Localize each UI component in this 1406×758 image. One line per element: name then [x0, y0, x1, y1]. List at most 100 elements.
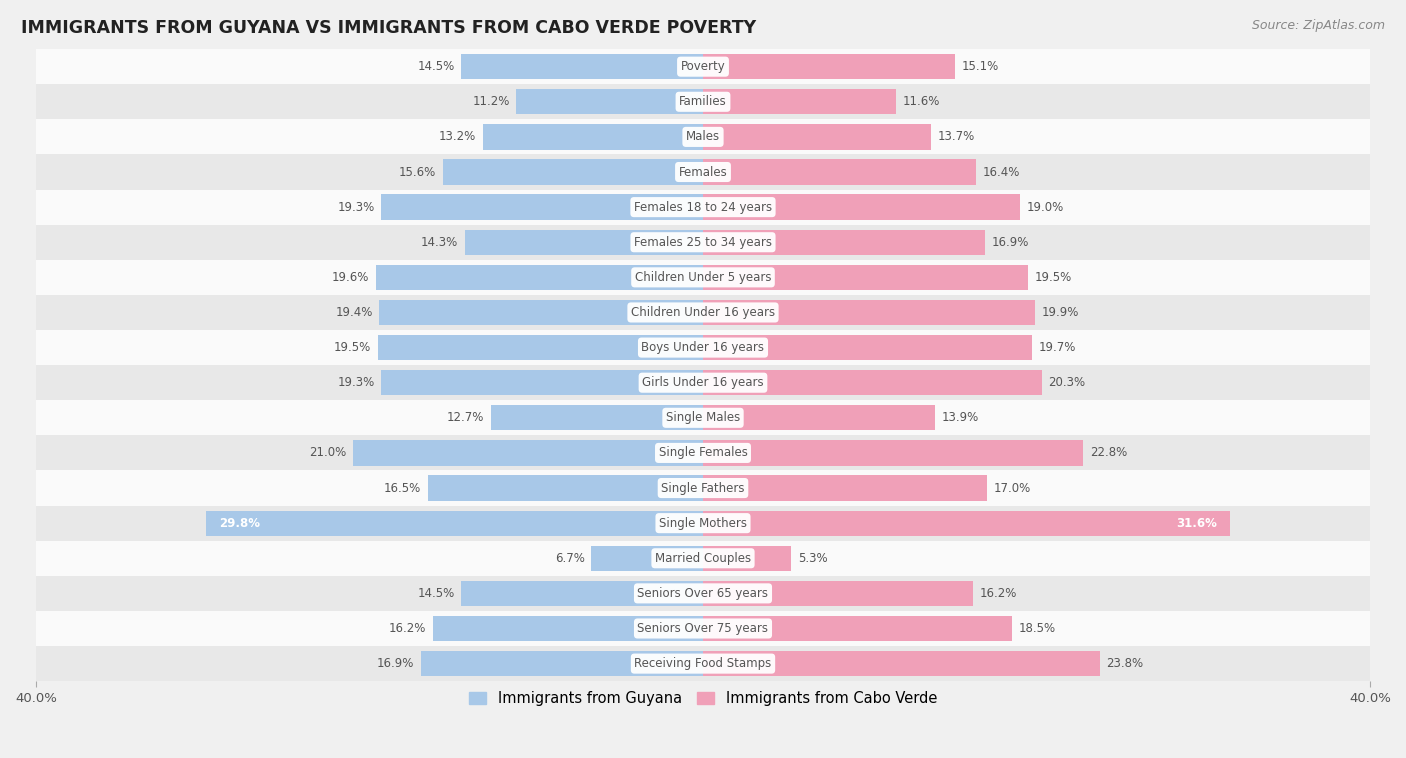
Text: 16.5%: 16.5% — [384, 481, 422, 494]
Text: 14.5%: 14.5% — [418, 587, 454, 600]
Text: 16.4%: 16.4% — [983, 165, 1021, 179]
Bar — [37, 119, 1369, 155]
Bar — [443, 159, 703, 185]
Bar — [461, 581, 703, 606]
Text: 19.9%: 19.9% — [1042, 306, 1078, 319]
Text: 13.2%: 13.2% — [439, 130, 477, 143]
Bar — [377, 265, 703, 290]
Text: 16.9%: 16.9% — [991, 236, 1029, 249]
Bar — [37, 155, 1369, 190]
Text: 18.5%: 18.5% — [1018, 622, 1056, 635]
Text: 14.5%: 14.5% — [418, 60, 454, 74]
Bar — [37, 646, 1369, 681]
Text: 19.5%: 19.5% — [333, 341, 371, 354]
Bar — [381, 195, 703, 220]
Bar — [703, 195, 1019, 220]
Text: 19.0%: 19.0% — [1026, 201, 1064, 214]
Bar — [37, 190, 1369, 224]
Text: Females 18 to 24 years: Females 18 to 24 years — [634, 201, 772, 214]
Bar — [703, 651, 1099, 676]
Text: Children Under 16 years: Children Under 16 years — [631, 306, 775, 319]
Text: Males: Males — [686, 130, 720, 143]
Text: 12.7%: 12.7% — [447, 412, 485, 424]
Text: 16.9%: 16.9% — [377, 657, 415, 670]
Bar — [464, 230, 703, 255]
Text: Girls Under 16 years: Girls Under 16 years — [643, 376, 763, 389]
Text: 5.3%: 5.3% — [799, 552, 828, 565]
Bar — [37, 49, 1369, 84]
Bar — [516, 89, 703, 114]
Bar — [37, 540, 1369, 576]
Text: 19.3%: 19.3% — [337, 201, 374, 214]
Bar — [427, 475, 703, 501]
Text: IMMIGRANTS FROM GUYANA VS IMMIGRANTS FROM CABO VERDE POVERTY: IMMIGRANTS FROM GUYANA VS IMMIGRANTS FRO… — [21, 19, 756, 37]
Text: Source: ZipAtlas.com: Source: ZipAtlas.com — [1251, 19, 1385, 32]
Text: 20.3%: 20.3% — [1049, 376, 1085, 389]
Bar — [37, 295, 1369, 330]
Bar — [703, 475, 987, 501]
Text: 13.7%: 13.7% — [938, 130, 976, 143]
Bar — [703, 510, 1230, 536]
Bar — [491, 406, 703, 431]
Bar — [37, 400, 1369, 435]
Bar — [37, 471, 1369, 506]
Bar — [37, 224, 1369, 260]
Text: Receiving Food Stamps: Receiving Food Stamps — [634, 657, 772, 670]
Bar — [703, 370, 1042, 396]
Bar — [207, 510, 703, 536]
Bar — [703, 159, 977, 185]
Text: Females: Females — [679, 165, 727, 179]
Bar — [422, 651, 703, 676]
Bar — [37, 435, 1369, 471]
Bar — [378, 335, 703, 360]
Bar — [37, 260, 1369, 295]
Text: 29.8%: 29.8% — [219, 517, 260, 530]
Bar — [482, 124, 703, 149]
Bar — [703, 230, 984, 255]
Bar — [703, 265, 1028, 290]
Text: 14.3%: 14.3% — [420, 236, 458, 249]
Text: Single Fathers: Single Fathers — [661, 481, 745, 494]
Bar — [703, 546, 792, 571]
Bar — [703, 335, 1032, 360]
Text: 19.4%: 19.4% — [336, 306, 373, 319]
Bar — [37, 330, 1369, 365]
Text: Boys Under 16 years: Boys Under 16 years — [641, 341, 765, 354]
Text: 19.6%: 19.6% — [332, 271, 370, 283]
Text: 19.3%: 19.3% — [337, 376, 374, 389]
Bar — [703, 89, 897, 114]
Bar — [37, 576, 1369, 611]
Text: Poverty: Poverty — [681, 60, 725, 74]
Text: 15.6%: 15.6% — [399, 165, 436, 179]
Text: 13.9%: 13.9% — [942, 412, 979, 424]
Text: Single Males: Single Males — [666, 412, 740, 424]
Bar — [461, 54, 703, 80]
Bar — [37, 84, 1369, 119]
Text: 16.2%: 16.2% — [389, 622, 426, 635]
Bar — [703, 300, 1035, 325]
Bar — [703, 581, 973, 606]
Bar — [703, 440, 1083, 465]
Text: Seniors Over 65 years: Seniors Over 65 years — [637, 587, 769, 600]
Text: 16.2%: 16.2% — [980, 587, 1017, 600]
Text: 22.8%: 22.8% — [1090, 446, 1128, 459]
Bar — [703, 54, 955, 80]
Text: Seniors Over 75 years: Seniors Over 75 years — [637, 622, 769, 635]
Bar — [37, 365, 1369, 400]
Bar — [703, 615, 1011, 641]
Text: 21.0%: 21.0% — [309, 446, 346, 459]
Bar — [353, 440, 703, 465]
Text: 6.7%: 6.7% — [555, 552, 585, 565]
Text: 15.1%: 15.1% — [962, 60, 998, 74]
Bar — [703, 124, 931, 149]
Bar — [703, 406, 935, 431]
Bar — [381, 370, 703, 396]
Text: 17.0%: 17.0% — [993, 481, 1031, 494]
Text: 19.5%: 19.5% — [1035, 271, 1073, 283]
Text: 19.7%: 19.7% — [1038, 341, 1076, 354]
Text: Children Under 5 years: Children Under 5 years — [634, 271, 772, 283]
Text: 11.6%: 11.6% — [903, 96, 941, 108]
Bar — [433, 615, 703, 641]
Text: 31.6%: 31.6% — [1175, 517, 1216, 530]
Text: Single Females: Single Females — [658, 446, 748, 459]
